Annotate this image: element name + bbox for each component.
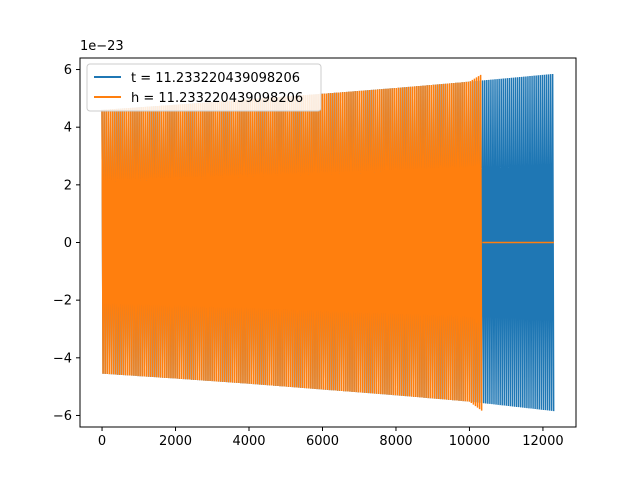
legend-box bbox=[86, 63, 322, 112]
legend: t = 11.233220439098206 h = 11.2332204390… bbox=[86, 63, 322, 112]
x-tick-label: 10000 bbox=[449, 434, 490, 449]
x-tick-label: 12000 bbox=[522, 434, 563, 449]
x-tick-label: 2000 bbox=[159, 434, 192, 449]
y-tick-label: −4 bbox=[53, 351, 72, 366]
y-tick-label: 2 bbox=[64, 178, 72, 193]
x-axis: 0 2000 4000 6000 8000 10000 12000 bbox=[98, 427, 564, 449]
x-tick-label: 4000 bbox=[232, 434, 265, 449]
y-tick-label: 0 bbox=[64, 236, 72, 251]
legend-label-h: h = 11.233220439098206 bbox=[131, 91, 303, 106]
x-tick-label: 8000 bbox=[379, 434, 412, 449]
y-offset-label: 1e−23 bbox=[80, 39, 124, 54]
y-tick-label: 6 bbox=[64, 63, 72, 78]
y-tick-label: 4 bbox=[64, 121, 72, 136]
series-line-1 bbox=[101, 74, 483, 411]
legend-label-t: t = 11.233220439098206 bbox=[131, 71, 300, 86]
y-tick-label: −6 bbox=[53, 409, 72, 424]
y-axis: −6 −4 −2 0 2 4 6 bbox=[53, 63, 80, 424]
plot-area bbox=[101, 73, 555, 412]
x-tick-label: 6000 bbox=[306, 434, 339, 449]
x-tick-label: 0 bbox=[98, 434, 106, 449]
y-tick-label: −2 bbox=[53, 294, 72, 309]
